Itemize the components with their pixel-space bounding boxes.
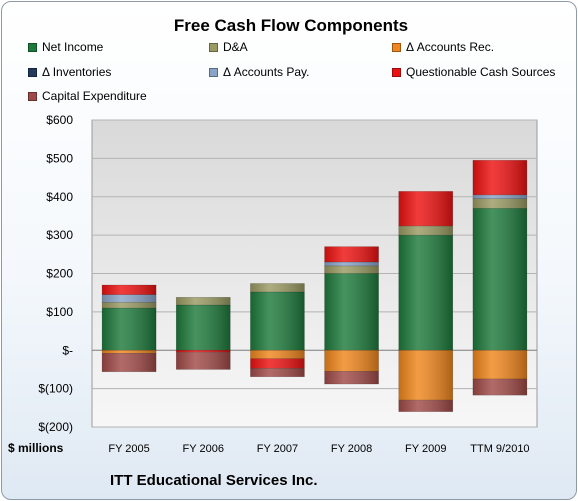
bar-stack — [101, 284, 157, 373]
bar-segment-shading — [324, 371, 379, 385]
bar-segment-shading — [102, 353, 157, 372]
legend-item-inventories: Δ Inventories — [28, 65, 111, 79]
bar-segment-shading — [176, 297, 231, 305]
bar-segment-shading — [176, 352, 231, 370]
y-tick-label: $500 — [46, 151, 73, 165]
legend-swatch — [392, 68, 401, 77]
legend-item-questionable-cash: Questionable Cash Sources — [392, 65, 555, 79]
y-axis-ticks: $600 $500 $400 $300 $200 $100 $- $(100) $(200) — [38, 113, 73, 434]
bar-segment-shading — [398, 235, 453, 351]
bar-stack — [472, 159, 528, 396]
bar-segment-shading — [250, 283, 305, 292]
y-tick-label: $400 — [46, 190, 73, 204]
bar-segment-shading — [324, 261, 379, 266]
bar-segment-shading — [102, 294, 157, 303]
bar-segment-shading — [472, 198, 527, 209]
bar-segment-shading — [102, 350, 157, 354]
x-axis-ticks: FY 2005 FY 2006 FY 2007 FY 2008 FY 2009 TTM 9… — [108, 443, 529, 455]
bar-segment-shading — [102, 308, 157, 351]
bar-stack — [324, 246, 379, 385]
bar-segment-shading — [324, 273, 379, 351]
bar-segment-shading — [398, 225, 453, 236]
bar-segment-shading — [250, 368, 305, 377]
bar-segment-shading — [472, 160, 527, 195]
unit-label: $ millions — [8, 441, 64, 455]
legend-swatch — [209, 68, 218, 77]
y-tick-label: $300 — [46, 228, 73, 242]
bar-segment-shading — [176, 350, 231, 353]
bar-segment-shading — [102, 285, 157, 295]
bar-segment-shading — [324, 350, 379, 372]
bar-segment-shading — [472, 194, 527, 199]
x-tick-label: FY 2008 — [331, 443, 372, 455]
bars — [101, 159, 528, 412]
legend-label: Questionable Cash Sources — [406, 65, 556, 79]
company-footer: ITT Educational Services Inc. — [110, 472, 318, 489]
bar-stack — [250, 283, 305, 378]
legend-label: Δ Accounts Pay. — [223, 65, 310, 79]
legend-item-accounts-pay: Δ Accounts Pay. — [209, 65, 310, 79]
gridlines — [92, 119, 537, 428]
x-tick-label: FY 2005 — [108, 443, 149, 455]
chart-title: Free Cash Flow Components — [173, 16, 409, 35]
legend-label: Capital Expenditure — [42, 89, 147, 103]
bar-segment-shading — [324, 265, 379, 274]
x-tick-label: FY 2006 — [183, 443, 224, 455]
y-tick-label: $100 — [46, 305, 73, 319]
bar-segment-shading — [472, 379, 527, 396]
legend-swatch — [392, 43, 401, 52]
y-tick-label: $600 — [46, 113, 73, 127]
legend-swatch — [209, 43, 218, 52]
bar-stack — [398, 191, 454, 412]
bar-segment-shading — [324, 246, 379, 262]
legend-swatch — [28, 92, 37, 101]
legend-swatch — [28, 68, 37, 77]
legend-label: D&A — [223, 40, 248, 54]
legend-item-da: D&A — [209, 40, 248, 54]
bar-segment-shading — [398, 191, 453, 226]
bar-segment-shading — [250, 291, 305, 351]
x-tick-label: FY 2009 — [405, 443, 446, 455]
legend-item-accounts-rec: Δ Accounts Rec. — [392, 40, 494, 54]
bar-segment-shading — [102, 302, 157, 309]
legend-label: Net Income — [42, 40, 104, 54]
y-tick-label: $200 — [46, 267, 73, 281]
legend-label: Δ Inventories — [42, 65, 112, 79]
x-tick-label: FY 2007 — [257, 443, 298, 455]
legend-item-capital-expenditure: Capital Expenditure — [28, 89, 147, 103]
y-tick-label: $(100) — [38, 382, 73, 396]
bar-segment-shading — [250, 358, 305, 369]
legend-swatch — [28, 43, 37, 52]
bar-segment-shading — [472, 208, 527, 351]
bar-segment-shading — [472, 350, 527, 380]
y-tick-label: $- — [62, 343, 73, 357]
y-tick-label: $(200) — [38, 420, 73, 434]
bar-segment-shading — [176, 304, 231, 351]
bar-stack — [175, 296, 231, 370]
bar-segment-shading — [398, 400, 453, 412]
bar-segment-shading — [398, 350, 453, 401]
legend-label: Δ Accounts Rec. — [406, 40, 495, 54]
legend-item-net-income: Net Income — [28, 40, 103, 54]
x-tick-label: TTM 9/2010 — [470, 443, 529, 455]
bar-segment-shading — [250, 350, 305, 359]
